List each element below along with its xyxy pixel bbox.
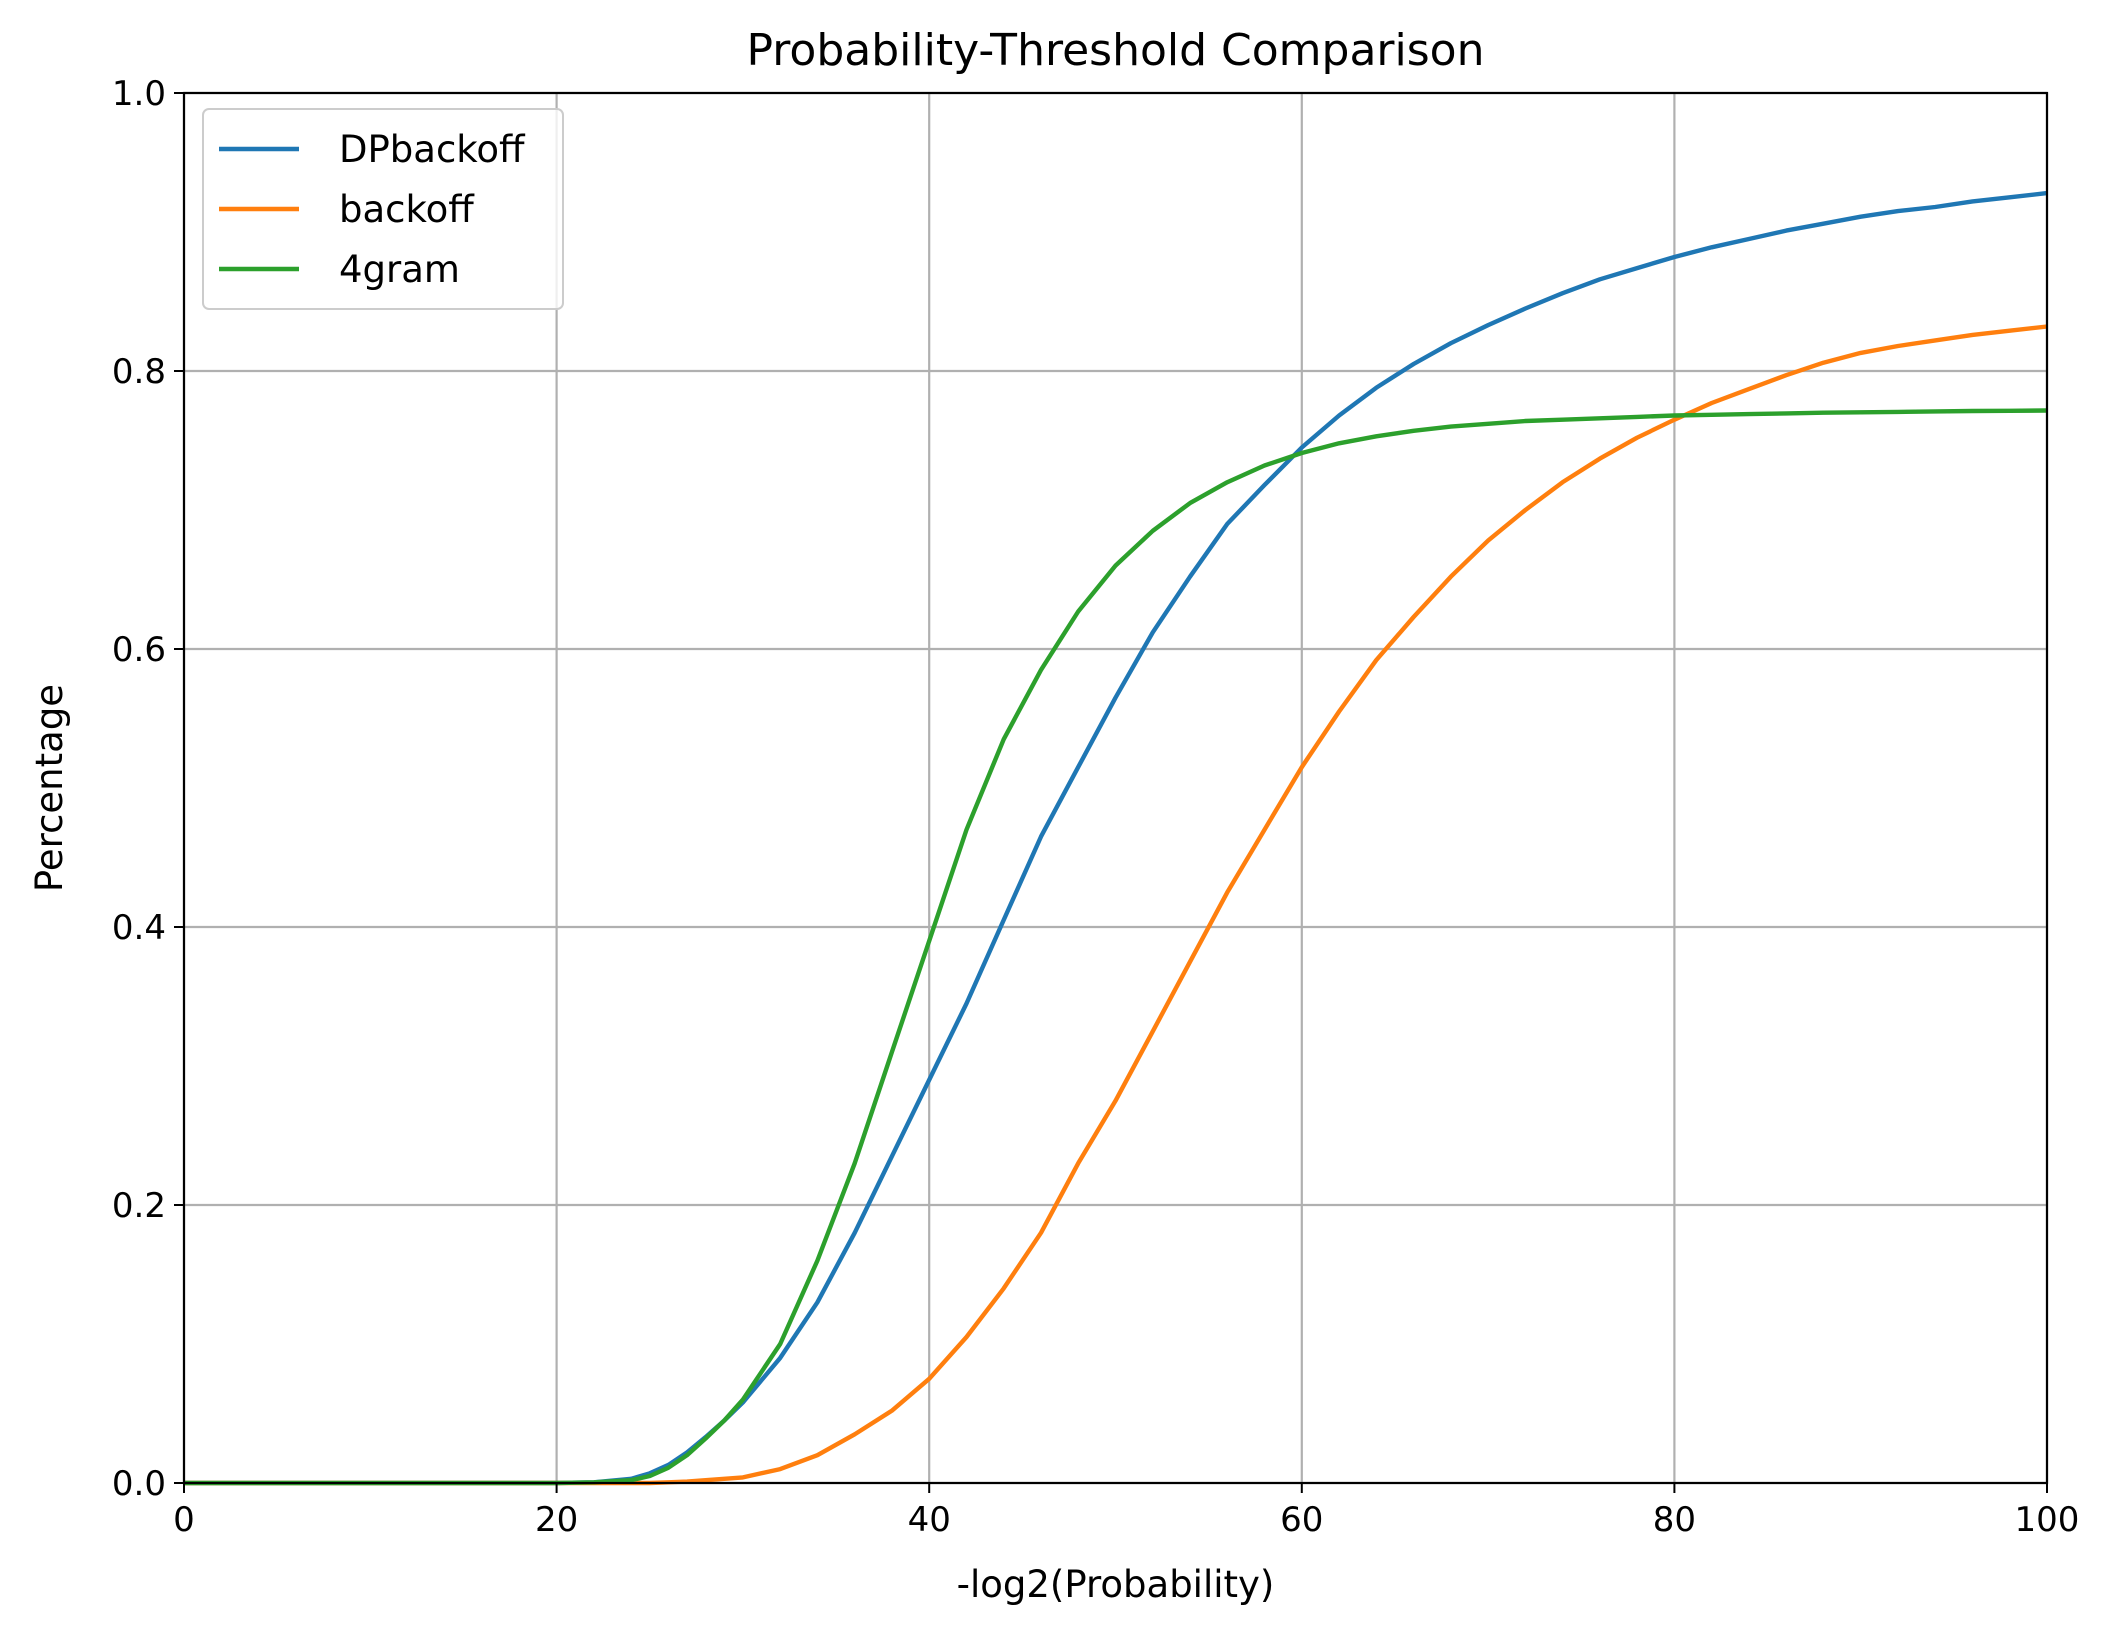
y-tick-label: 0.2 (112, 1186, 166, 1226)
grid (182, 91, 2049, 1485)
x-tick-label: 40 (908, 1500, 951, 1540)
plot-frame (182, 91, 2049, 1485)
x-tick-label: 60 (1280, 1500, 1323, 1540)
chart-title: Probability-Threshold Comparison (747, 25, 1485, 76)
y-tick-label: 1.0 (112, 74, 166, 114)
legend-label-backoff: backoff (339, 188, 475, 231)
y-tick-label: 0.4 (112, 908, 166, 948)
series-lines (184, 190, 2048, 1486)
series-line-backoff (184, 324, 2048, 1486)
x-tick-label: 80 (1653, 1500, 1696, 1540)
legend-box (202, 108, 564, 310)
series-line-4gram (184, 408, 2048, 1486)
legend: DPbackoff backoff 4gram (202, 108, 564, 310)
x-tick-label: 100 (2015, 1500, 2080, 1540)
y-tick-label: 0.8 (112, 352, 166, 392)
y-tick-label: 0.0 (112, 1464, 166, 1504)
x-axis-label: -log2(Probability) (957, 1563, 1275, 1606)
x-tick-label: 0 (173, 1500, 195, 1540)
axis-ticks: 0 20 40 60 80 100 0.0 0.2 0.4 0.6 0.8 1.0 (112, 74, 2080, 1540)
legend-label-DPbackoff: DPbackoff (339, 128, 526, 171)
x-tick-label: 20 (535, 1500, 578, 1540)
y-tick-label: 0.6 (112, 630, 166, 670)
y-axis-label: Percentage (28, 684, 71, 892)
legend-label-4gram: 4gram (339, 248, 460, 291)
